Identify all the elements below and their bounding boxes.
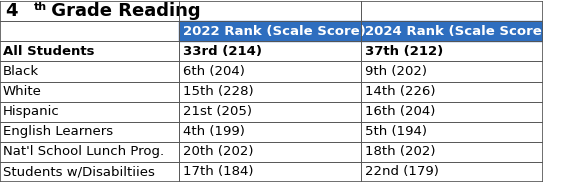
Bar xyxy=(179,21,543,41)
Text: th: th xyxy=(34,2,47,12)
Text: Nat'l School Lunch Prog.: Nat'l School Lunch Prog. xyxy=(3,145,164,158)
Text: Students w/Disabiltiies: Students w/Disabiltiies xyxy=(3,165,155,179)
Text: Black: Black xyxy=(3,65,39,78)
Text: 21st (205): 21st (205) xyxy=(184,105,252,118)
Text: 33rd (214): 33rd (214) xyxy=(184,45,262,58)
Text: English Learners: English Learners xyxy=(3,125,113,138)
Text: 17th (184): 17th (184) xyxy=(184,165,254,179)
Text: 6th (204): 6th (204) xyxy=(184,65,245,78)
Text: 2022 Rank (Scale Score): 2022 Rank (Scale Score) xyxy=(184,25,367,38)
Text: 5th (194): 5th (194) xyxy=(365,125,427,138)
Text: 37th (212): 37th (212) xyxy=(365,45,444,58)
Text: 4th (199): 4th (199) xyxy=(184,125,245,138)
Text: 4: 4 xyxy=(5,2,18,20)
Text: 9th (202): 9th (202) xyxy=(365,65,427,78)
Text: Grade Reading: Grade Reading xyxy=(45,2,200,20)
Text: 22nd (179): 22nd (179) xyxy=(365,165,439,179)
Text: 16th (204): 16th (204) xyxy=(365,105,436,118)
Text: 20th (202): 20th (202) xyxy=(184,145,254,158)
Text: 14th (226): 14th (226) xyxy=(365,85,436,98)
Text: 2024 Rank (Scale Score): 2024 Rank (Scale Score) xyxy=(365,25,548,38)
Text: White: White xyxy=(3,85,42,98)
Text: 18th (202): 18th (202) xyxy=(365,145,436,158)
Text: 15th (228): 15th (228) xyxy=(184,85,254,98)
Text: All Students: All Students xyxy=(3,45,94,58)
Text: Hispanic: Hispanic xyxy=(3,105,60,118)
